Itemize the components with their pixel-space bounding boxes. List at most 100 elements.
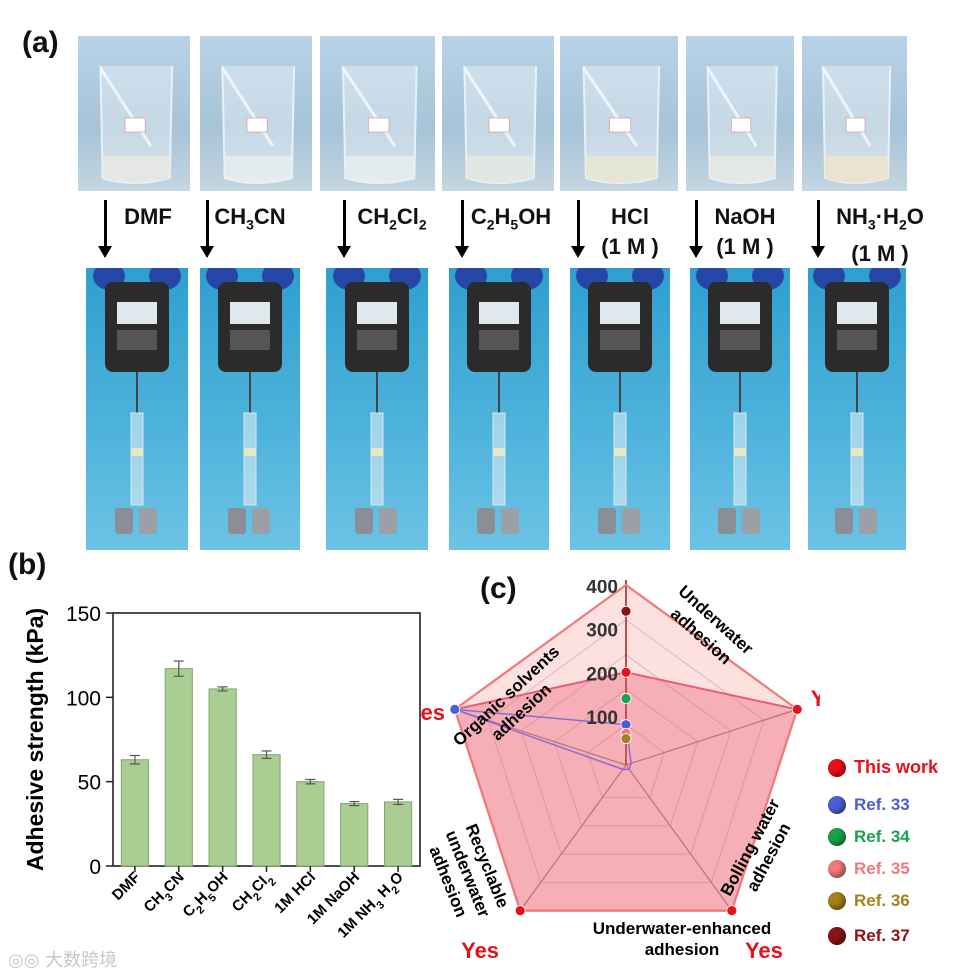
bar [296, 781, 325, 867]
bar [208, 688, 237, 867]
solvent-label: HCl (1 M ) [601, 204, 659, 259]
scale-icon [333, 268, 421, 534]
radar-grid-ring [487, 619, 765, 883]
beaker-icon [341, 65, 418, 184]
beaker-photo [200, 36, 312, 191]
beaker-photo [320, 36, 435, 191]
radar-axis-title-line: adhesion [645, 940, 720, 959]
beaker-icon [821, 65, 892, 184]
y-tick-label: 150 [66, 603, 101, 626]
solvent-label: CH3CN [214, 204, 286, 233]
scale-test-photo [86, 268, 188, 550]
series-point [620, 666, 632, 678]
down-arrow-icon [811, 200, 825, 258]
legend-marker-icon [828, 892, 846, 910]
legend-marker-icon [828, 796, 846, 814]
x-tick-label: DMF [109, 869, 144, 904]
scale-icon [93, 268, 181, 534]
series-line-ref-33 [454, 708, 632, 771]
scale-icon [455, 268, 543, 534]
panel-label-c: (c) [480, 572, 517, 605]
radar-spoke [625, 708, 798, 766]
scale-test-photo [690, 268, 790, 550]
watermark-logo-icon: ◎◎ [8, 950, 46, 971]
bar [164, 668, 193, 867]
legend-label: Ref. 37 [854, 926, 910, 945]
scale-test-photo [570, 268, 670, 550]
radar-grid-ring [587, 724, 665, 799]
legend-item: Ref. 33 [828, 795, 910, 815]
legend-label: This work [854, 757, 939, 777]
legend-item: Ref. 36 [828, 891, 910, 911]
bar [340, 803, 369, 867]
bar [120, 759, 150, 867]
series-point [620, 693, 632, 704]
scale-icon [813, 268, 901, 534]
scale-test-photo [449, 268, 549, 550]
beaker-icon [99, 65, 174, 184]
legend-label: Ref. 35 [854, 859, 910, 878]
down-arrow-icon [200, 200, 214, 258]
legend-label: Ref. 34 [854, 827, 910, 846]
scale-test-photo [200, 268, 300, 550]
solvent-label: C2H5OH [470, 204, 552, 233]
bar [252, 754, 281, 867]
beaker-icon [706, 65, 778, 184]
down-arrow-icon [571, 200, 585, 258]
radar-spoke [519, 764, 627, 911]
top-axis-max-label: 400 kPa [585, 580, 668, 582]
legend-item: Ref. 34 [828, 827, 910, 847]
yes-label: Yes [811, 686, 820, 711]
solvent-label: CH2Cl2 [357, 204, 427, 233]
radar-chart: 100200300400400 kPaYesYesYesYesUnderwate… [420, 580, 820, 963]
radar-grid-ring [553, 689, 699, 827]
scale-icon [206, 268, 294, 534]
down-arrow-icon [689, 200, 703, 258]
beaker-icon [582, 65, 661, 184]
beaker-photo [802, 36, 907, 191]
radar-axis-title: Underwater-enhanced adhesion [593, 919, 772, 959]
legend-marker-icon [828, 860, 846, 878]
radar-axis-title-line: Underwater-enhanced [593, 919, 772, 938]
scale-icon [696, 268, 784, 534]
scale-test-photo [808, 268, 906, 550]
series-area-ref-35 [453, 583, 799, 912]
scale-icon [576, 268, 664, 534]
y-tick-label: 100 [66, 687, 101, 710]
x-tick-label: C2H5OH [180, 869, 235, 924]
radar-spoke [625, 764, 733, 911]
solvent-label: DMF [124, 204, 172, 229]
series-point [791, 703, 803, 715]
beaker-icon [221, 65, 296, 184]
beaker-photo [78, 36, 190, 191]
legend-marker-icon [828, 758, 846, 777]
radar-grid-ring [520, 654, 732, 855]
down-arrow-icon [455, 200, 469, 258]
series-point [620, 733, 632, 745]
beaker-photo [686, 36, 794, 191]
scale-test-photo [326, 268, 428, 550]
bar [383, 801, 413, 867]
yes-label: Yes [461, 938, 499, 963]
y-tick-label: 0 [89, 856, 101, 879]
radial-tick-label: 100 [586, 708, 618, 729]
beaker-icon [463, 65, 538, 184]
legend-marker-icon [828, 828, 846, 846]
legend-label: Ref. 36 [854, 891, 910, 910]
watermark: ◎◎ 大数跨境 [8, 950, 118, 971]
solvent-label: NH3·H2O (1 M ) [836, 204, 924, 267]
legend-item: Ref. 35 [828, 859, 910, 879]
series-point [620, 605, 632, 617]
radial-tick-label: 200 [586, 664, 618, 685]
down-arrow-icon [98, 200, 112, 258]
legend-item: This work [828, 757, 938, 778]
solvent-label: NaOH (1 M ) [714, 204, 776, 259]
legend-marker-icon [828, 927, 846, 945]
panel-label-a: (a) [22, 26, 59, 59]
y-axis-label: Adhesive strength (kPa) [22, 608, 48, 871]
y-tick-label: 50 [78, 772, 101, 795]
down-arrow-icon [337, 200, 351, 258]
series-point [726, 905, 738, 917]
beaker-photo [442, 36, 554, 191]
